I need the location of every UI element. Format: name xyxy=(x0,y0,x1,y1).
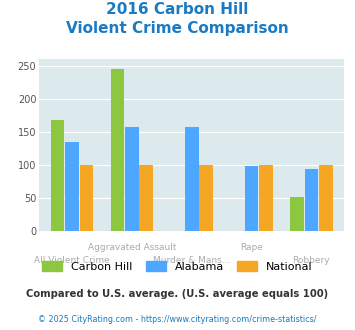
Text: 2016 Carbon Hill: 2016 Carbon Hill xyxy=(106,2,249,16)
Bar xyxy=(305,169,318,231)
Bar xyxy=(185,127,198,231)
Text: Murder & Mans...: Murder & Mans... xyxy=(153,256,230,265)
Bar xyxy=(319,165,333,231)
Text: Aggravated Assault: Aggravated Assault xyxy=(88,243,176,251)
Text: Rape: Rape xyxy=(240,243,263,251)
Bar xyxy=(65,142,79,231)
Bar xyxy=(290,197,304,231)
Text: Robbery: Robbery xyxy=(293,256,330,265)
Text: © 2025 CityRating.com - https://www.cityrating.com/crime-statistics/: © 2025 CityRating.com - https://www.city… xyxy=(38,315,317,324)
Bar xyxy=(51,120,64,231)
Bar xyxy=(80,165,93,231)
Bar xyxy=(259,165,273,231)
Bar xyxy=(199,165,213,231)
Bar xyxy=(245,166,258,231)
Text: Violent Crime Comparison: Violent Crime Comparison xyxy=(66,21,289,36)
Text: All Violent Crime: All Violent Crime xyxy=(34,256,110,265)
Text: Compared to U.S. average. (U.S. average equals 100): Compared to U.S. average. (U.S. average … xyxy=(26,289,329,299)
Legend: Carbon Hill, Alabama, National: Carbon Hill, Alabama, National xyxy=(38,256,317,276)
Bar xyxy=(140,165,153,231)
Bar xyxy=(125,127,139,231)
Bar xyxy=(111,69,124,231)
